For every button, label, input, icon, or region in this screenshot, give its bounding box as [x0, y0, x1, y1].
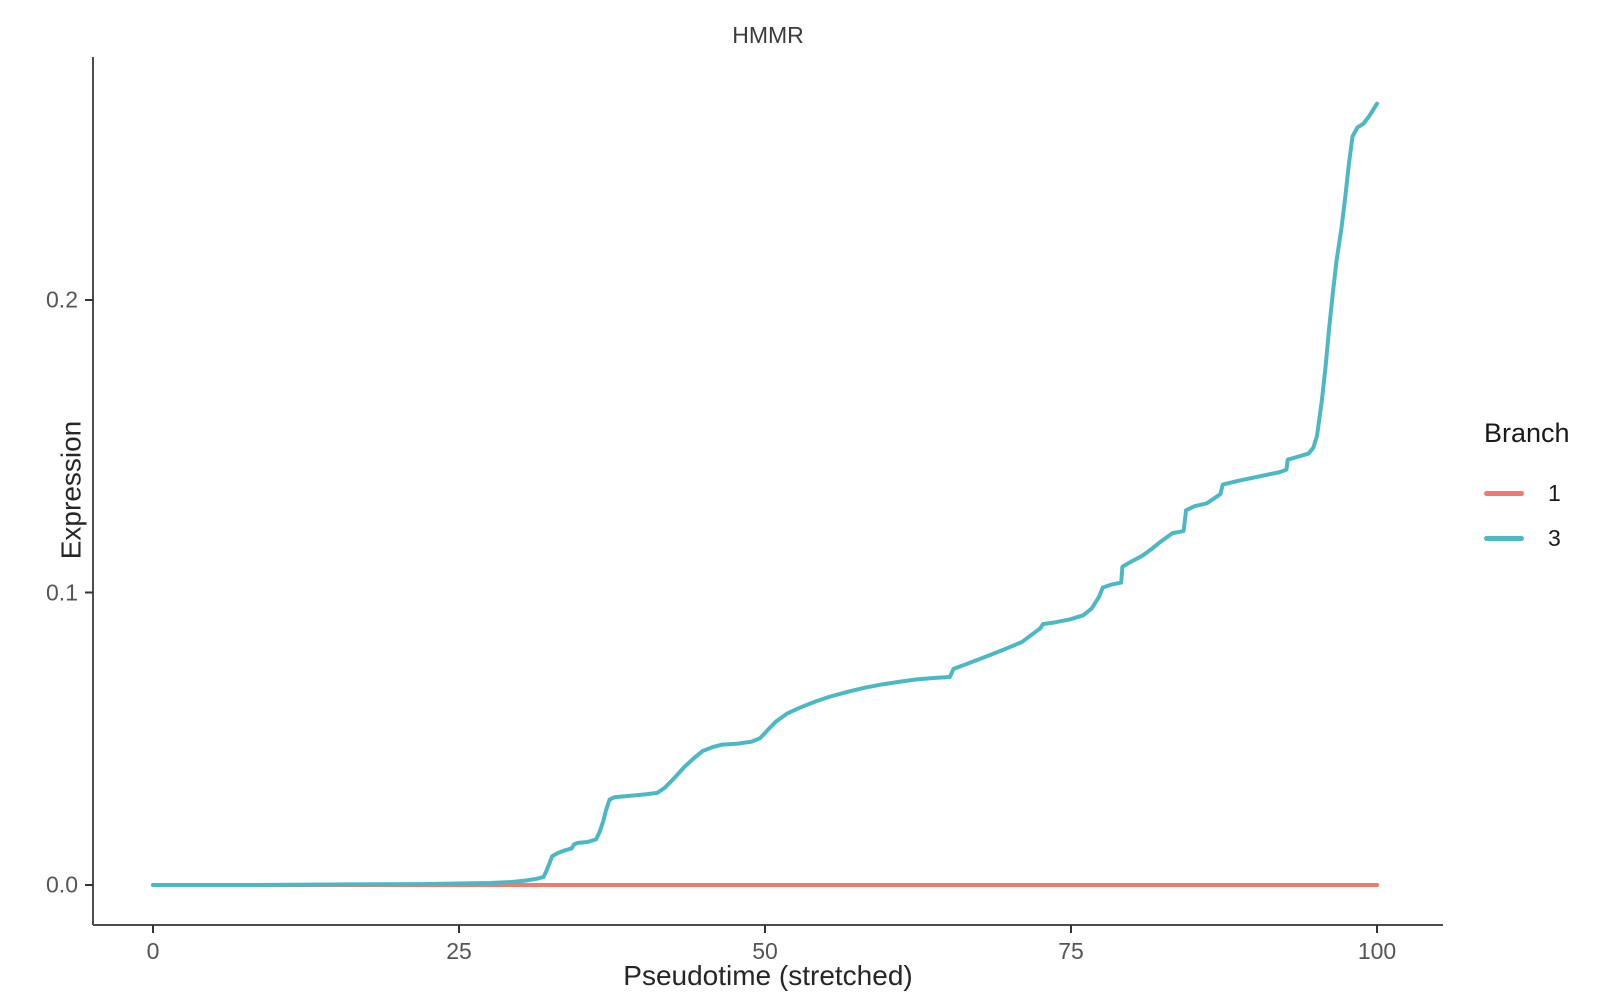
x-tick-label: 100: [1357, 938, 1397, 964]
legend-label-branch-1: 1: [1548, 480, 1561, 506]
series-line-branch-3: [151, 101, 1379, 887]
x-tick-label: 50: [752, 938, 778, 964]
legend-item-branch-1: 1: [1484, 471, 1570, 516]
y-tick-label: 0.0: [46, 871, 78, 898]
y-axis-title: Expression: [55, 420, 87, 560]
x-tick-label: 75: [1058, 938, 1084, 964]
legend-item-branch-3: 3: [1484, 516, 1570, 561]
legend-label-branch-3: 3: [1548, 525, 1561, 551]
chart-title: HMMR: [732, 22, 804, 48]
legend-title: Branch: [1484, 418, 1570, 448]
y-tick-label: 0.1: [46, 579, 78, 605]
legend-swatch-branch-1: [1484, 491, 1524, 496]
legend: Branch 1 3: [1484, 418, 1570, 561]
x-tick-label: 0: [146, 938, 160, 964]
y-tick-label: 0.2: [46, 286, 78, 313]
x-tick-label: 25: [446, 938, 472, 964]
x-axis-title: Pseudotime (stretched): [623, 960, 913, 991]
legend-swatch-branch-3: [1484, 536, 1524, 541]
